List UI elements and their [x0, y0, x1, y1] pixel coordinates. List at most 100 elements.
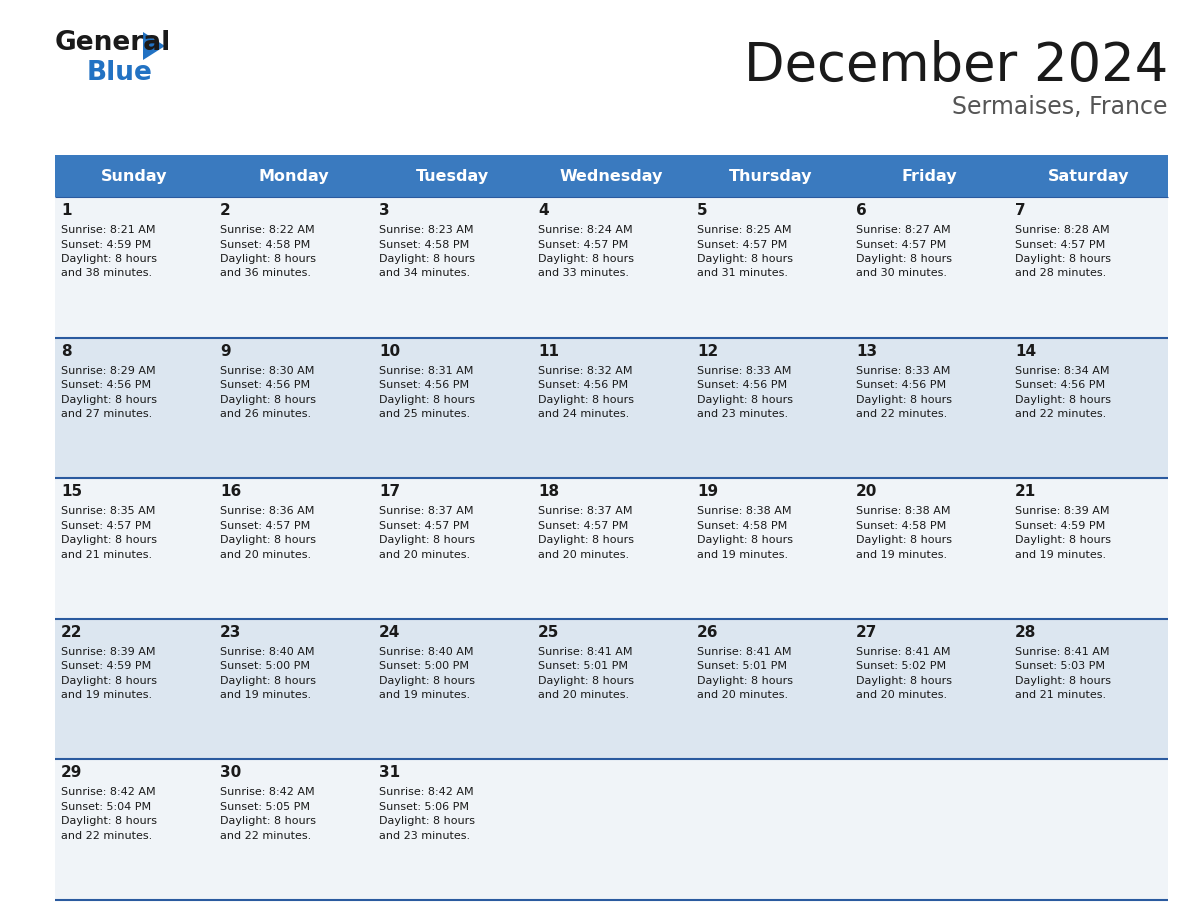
- Text: Tuesday: Tuesday: [416, 169, 489, 184]
- Text: 31: 31: [379, 766, 400, 780]
- Bar: [691, 478, 849, 619]
- Text: and 21 minutes.: and 21 minutes.: [61, 550, 152, 560]
- Text: Sunrise: 8:29 AM: Sunrise: 8:29 AM: [61, 365, 156, 375]
- Text: and 38 minutes.: and 38 minutes.: [61, 268, 152, 278]
- Text: Sunrise: 8:40 AM: Sunrise: 8:40 AM: [220, 647, 315, 656]
- Text: and 22 minutes.: and 22 minutes.: [61, 831, 152, 841]
- Bar: [849, 197, 1009, 338]
- Text: Sunrise: 8:34 AM: Sunrise: 8:34 AM: [1015, 365, 1110, 375]
- Text: and 34 minutes.: and 34 minutes.: [379, 268, 470, 278]
- Bar: [1009, 338, 1168, 478]
- Text: 26: 26: [697, 625, 719, 640]
- Text: Daylight: 8 hours: Daylight: 8 hours: [61, 535, 157, 545]
- Text: and 23 minutes.: and 23 minutes.: [697, 409, 788, 420]
- Bar: [55, 619, 214, 759]
- Text: 21: 21: [1015, 484, 1036, 499]
- Bar: [214, 619, 373, 759]
- Text: 4: 4: [538, 203, 549, 218]
- Text: and 20 minutes.: and 20 minutes.: [857, 690, 947, 700]
- Text: Daylight: 8 hours: Daylight: 8 hours: [379, 535, 475, 545]
- Text: and 23 minutes.: and 23 minutes.: [379, 831, 470, 841]
- Text: General: General: [55, 30, 171, 56]
- Text: and 19 minutes.: and 19 minutes.: [220, 690, 311, 700]
- Bar: [373, 155, 532, 197]
- Text: 29: 29: [61, 766, 82, 780]
- Text: Sunrise: 8:37 AM: Sunrise: 8:37 AM: [379, 506, 474, 516]
- Text: Sunrise: 8:23 AM: Sunrise: 8:23 AM: [379, 225, 474, 235]
- Text: Sunset: 4:57 PM: Sunset: 4:57 PM: [1015, 240, 1105, 250]
- Text: Sunset: 4:56 PM: Sunset: 4:56 PM: [538, 380, 628, 390]
- Text: Sunset: 4:57 PM: Sunset: 4:57 PM: [61, 521, 151, 531]
- Text: Daylight: 8 hours: Daylight: 8 hours: [857, 395, 952, 405]
- Text: Sunset: 4:58 PM: Sunset: 4:58 PM: [379, 240, 469, 250]
- Text: Sunday: Sunday: [101, 169, 168, 184]
- Text: and 30 minutes.: and 30 minutes.: [857, 268, 947, 278]
- Text: 23: 23: [220, 625, 241, 640]
- Text: 20: 20: [857, 484, 878, 499]
- Text: and 25 minutes.: and 25 minutes.: [379, 409, 470, 420]
- Bar: [55, 197, 214, 338]
- Text: Daylight: 8 hours: Daylight: 8 hours: [61, 254, 157, 264]
- Bar: [373, 197, 532, 338]
- Text: Sunset: 4:56 PM: Sunset: 4:56 PM: [379, 380, 469, 390]
- Text: Sunset: 4:56 PM: Sunset: 4:56 PM: [61, 380, 151, 390]
- Text: 6: 6: [857, 203, 867, 218]
- Text: Thursday: Thursday: [728, 169, 813, 184]
- Bar: [214, 478, 373, 619]
- Text: 5: 5: [697, 203, 708, 218]
- Text: Daylight: 8 hours: Daylight: 8 hours: [1015, 254, 1111, 264]
- Text: Sunrise: 8:41 AM: Sunrise: 8:41 AM: [697, 647, 791, 656]
- Text: Sunrise: 8:37 AM: Sunrise: 8:37 AM: [538, 506, 632, 516]
- Text: Daylight: 8 hours: Daylight: 8 hours: [857, 535, 952, 545]
- Polygon shape: [143, 32, 165, 60]
- Bar: [373, 619, 532, 759]
- Text: Sunrise: 8:39 AM: Sunrise: 8:39 AM: [1015, 506, 1110, 516]
- Text: Sunset: 4:56 PM: Sunset: 4:56 PM: [857, 380, 946, 390]
- Text: Sunrise: 8:42 AM: Sunrise: 8:42 AM: [61, 788, 156, 798]
- Bar: [532, 478, 691, 619]
- Text: Sunset: 5:02 PM: Sunset: 5:02 PM: [857, 661, 946, 671]
- Text: Sunset: 5:01 PM: Sunset: 5:01 PM: [538, 661, 628, 671]
- Text: Sunrise: 8:38 AM: Sunrise: 8:38 AM: [857, 506, 950, 516]
- Text: Daylight: 8 hours: Daylight: 8 hours: [697, 535, 794, 545]
- Bar: [691, 759, 849, 900]
- Text: Sunset: 4:59 PM: Sunset: 4:59 PM: [1015, 521, 1105, 531]
- Text: Daylight: 8 hours: Daylight: 8 hours: [857, 254, 952, 264]
- Text: and 36 minutes.: and 36 minutes.: [220, 268, 311, 278]
- Text: 16: 16: [220, 484, 241, 499]
- Text: Sunrise: 8:27 AM: Sunrise: 8:27 AM: [857, 225, 950, 235]
- Text: and 20 minutes.: and 20 minutes.: [220, 550, 311, 560]
- Text: Sermaises, France: Sermaises, France: [953, 95, 1168, 119]
- Text: and 28 minutes.: and 28 minutes.: [1015, 268, 1106, 278]
- Text: Sunrise: 8:24 AM: Sunrise: 8:24 AM: [538, 225, 633, 235]
- Text: 13: 13: [857, 343, 877, 359]
- Text: Daylight: 8 hours: Daylight: 8 hours: [538, 676, 634, 686]
- Text: Wednesday: Wednesday: [560, 169, 663, 184]
- Text: Sunrise: 8:35 AM: Sunrise: 8:35 AM: [61, 506, 156, 516]
- Text: Daylight: 8 hours: Daylight: 8 hours: [220, 816, 316, 826]
- Text: Sunset: 4:57 PM: Sunset: 4:57 PM: [697, 240, 788, 250]
- Bar: [214, 759, 373, 900]
- Text: Daylight: 8 hours: Daylight: 8 hours: [538, 395, 634, 405]
- Text: Sunrise: 8:36 AM: Sunrise: 8:36 AM: [220, 506, 315, 516]
- Bar: [691, 155, 849, 197]
- Text: 24: 24: [379, 625, 400, 640]
- Bar: [1009, 478, 1168, 619]
- Text: and 22 minutes.: and 22 minutes.: [220, 831, 311, 841]
- Text: Daylight: 8 hours: Daylight: 8 hours: [61, 395, 157, 405]
- Text: 30: 30: [220, 766, 241, 780]
- Text: 7: 7: [1015, 203, 1025, 218]
- Bar: [214, 155, 373, 197]
- Text: 2: 2: [220, 203, 230, 218]
- Text: Sunset: 4:57 PM: Sunset: 4:57 PM: [220, 521, 310, 531]
- Text: Daylight: 8 hours: Daylight: 8 hours: [220, 395, 316, 405]
- Text: 14: 14: [1015, 343, 1036, 359]
- Text: 28: 28: [1015, 625, 1036, 640]
- Bar: [532, 759, 691, 900]
- Text: and 19 minutes.: and 19 minutes.: [379, 690, 470, 700]
- Text: Sunset: 4:58 PM: Sunset: 4:58 PM: [857, 521, 947, 531]
- Text: 27: 27: [857, 625, 878, 640]
- Text: Sunrise: 8:33 AM: Sunrise: 8:33 AM: [697, 365, 791, 375]
- Bar: [373, 338, 532, 478]
- Text: and 33 minutes.: and 33 minutes.: [538, 268, 628, 278]
